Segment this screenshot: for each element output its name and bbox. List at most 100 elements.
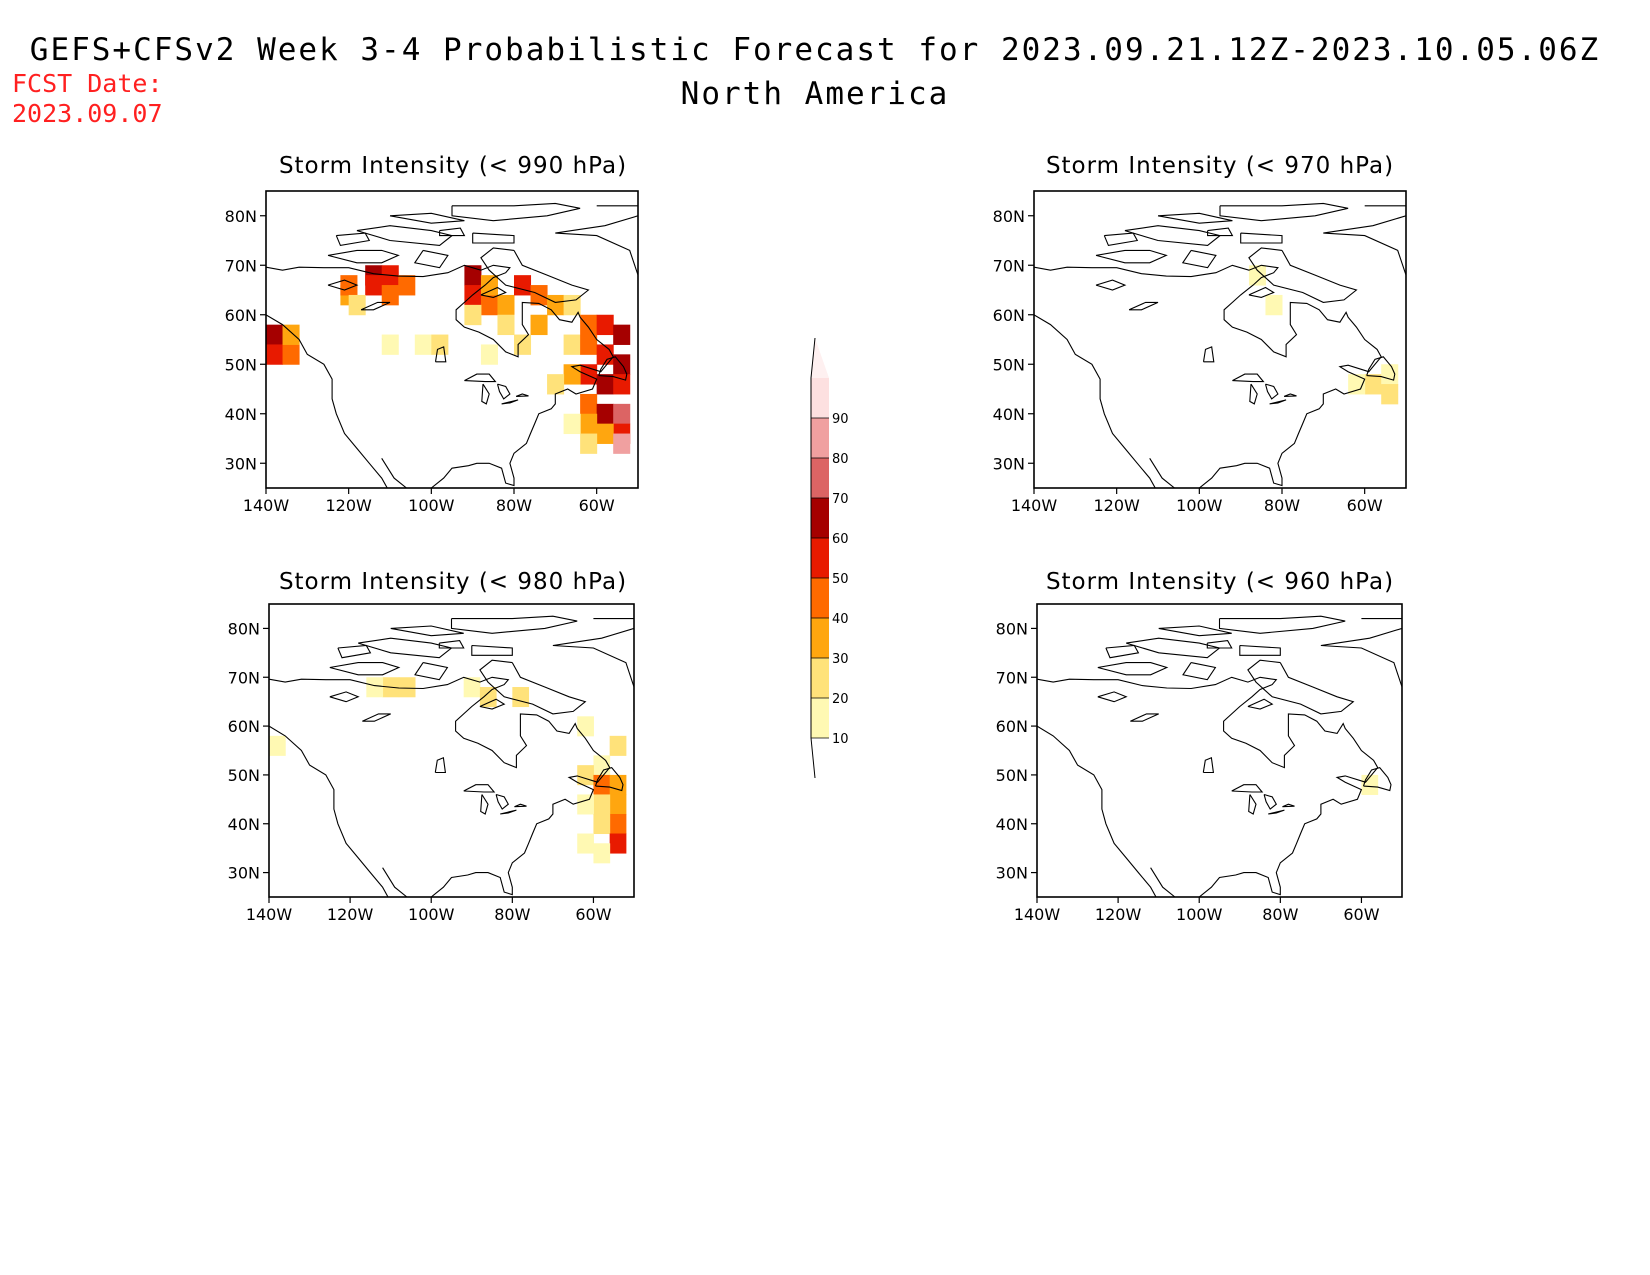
coastline: [1037, 676, 1379, 897]
probability-cell: [580, 433, 598, 454]
probability-cell: [580, 413, 598, 435]
coastline: [1124, 225, 1222, 246]
probability-cell: [514, 275, 532, 296]
coastline: [439, 227, 466, 237]
probability-cell: [340, 275, 358, 296]
coastline: [1264, 383, 1279, 400]
probability-cell: [266, 324, 284, 345]
probability-cell: [1381, 384, 1399, 405]
coastline: [266, 314, 388, 488]
figure-subtitle: North America: [681, 76, 950, 112]
coastline: [501, 399, 519, 405]
coastline: [471, 644, 513, 656]
coastline: [1240, 232, 1283, 244]
panel-title-970: Storm Intensity (< 970 hPa): [1046, 153, 1394, 179]
coastline: [515, 393, 529, 397]
x-tick-label: 140W: [246, 905, 293, 924]
coastline: [1202, 757, 1215, 774]
probability-cell: [497, 314, 515, 336]
probability-cell: [431, 334, 449, 355]
colorbar-cap: [811, 338, 829, 378]
colorbar-swatch: [811, 538, 829, 578]
probability-cell: [1381, 364, 1399, 385]
probability-cell: [596, 423, 614, 444]
probability-cell: [613, 324, 631, 345]
coastline: [337, 644, 372, 659]
coastlines: [1034, 202, 1406, 488]
coastline: [464, 373, 497, 383]
x-tick-label: 100W: [408, 905, 455, 924]
coastline: [438, 640, 465, 649]
probability-cells: [266, 265, 631, 454]
colorbar-swatch: [811, 498, 829, 538]
coastline: [434, 346, 447, 363]
x-tick-label: 60W: [579, 496, 615, 515]
probability-cell: [348, 294, 366, 316]
probability-cell: [593, 813, 611, 835]
coastline: [1105, 644, 1140, 659]
y-tick-label: 30N: [996, 864, 1028, 883]
coastline: [327, 249, 400, 264]
coastline: [358, 637, 453, 659]
y-tick-label: 40N: [225, 405, 257, 424]
x-tick-label: 120W: [327, 905, 374, 924]
coastline: [1207, 227, 1234, 237]
map-panel-1: 80N 70N 60N 50N 40N 30N 140W 120W 100W 80W 60W: [993, 190, 1407, 515]
probability-cell: [609, 735, 627, 756]
y-tick-label: 30N: [225, 454, 257, 473]
panel-title-960: Storm Intensity (< 960 hPa): [1046, 569, 1394, 595]
probability-cell: [480, 344, 498, 365]
coastline: [496, 383, 511, 400]
coastline: [598, 356, 628, 381]
coastline: [1248, 794, 1257, 815]
coastline: [1095, 279, 1127, 291]
coastline: [1128, 301, 1159, 311]
coastline: [480, 247, 590, 303]
y-tick-label: 80N: [993, 207, 1025, 226]
probability-cell: [282, 344, 300, 365]
y-tick-label: 60N: [228, 717, 260, 736]
y-tick-label: 40N: [993, 405, 1025, 424]
probability-cell: [365, 275, 383, 296]
x-tick-label: 80W: [1264, 496, 1300, 515]
colorbar: 10 20 30 40 50 60 70 80 90: [810, 337, 849, 779]
probability-cell: [479, 687, 497, 708]
probability-cell: [580, 314, 598, 336]
y-tick-label: 30N: [993, 454, 1025, 473]
x-tick-label: 120W: [325, 496, 372, 515]
coastline: [329, 691, 360, 703]
coastline: [1097, 691, 1128, 703]
colorbar-cap: [811, 738, 829, 778]
coastline: [1268, 809, 1285, 815]
colorbar-label: 90: [832, 412, 849, 427]
y-tick-label: 60N: [993, 306, 1025, 325]
probability-cell: [480, 275, 498, 296]
map-panel-0: 80N 70N 60N 50N 40N 30N 140W 120W 100W 80W 60W: [225, 190, 639, 515]
y-tick-label: 40N: [996, 815, 1028, 834]
colorbar-outline: [810, 337, 816, 779]
map-panel-2: 80N 70N 60N 50N 40N 30N 140W 120W 100W 80W 60W: [228, 603, 635, 924]
coastline: [1219, 202, 1349, 222]
colorbar-swatch: [811, 418, 829, 458]
probability-cell: [381, 334, 399, 355]
y-tick-label: 70N: [996, 668, 1028, 687]
coastline: [1157, 212, 1233, 224]
panel-title-990: Storm Intensity (< 990 hPa): [279, 153, 627, 179]
colorbar-swatch: [811, 458, 829, 498]
colorbar-swatch: [811, 618, 829, 658]
colorbar-label: 20: [832, 692, 849, 707]
x-tick-label: 80W: [494, 905, 530, 924]
coastline: [1182, 662, 1217, 681]
y-tick-label: 60N: [996, 717, 1028, 736]
fcst-date-label: FCST Date:: [12, 69, 163, 98]
probability-cell: [547, 294, 565, 316]
coastline: [1095, 249, 1168, 264]
coastline: [1247, 698, 1274, 710]
coastline: [356, 225, 454, 246]
coastline: [480, 286, 507, 298]
coastline: [479, 698, 506, 710]
colorbar-label: 40: [832, 612, 849, 627]
figure-title: GEFS+CFSv2 Week 3-4 Probabilistic Foreca…: [30, 32, 1600, 68]
y-tick-label: 80N: [996, 619, 1028, 638]
y-tick-label: 30N: [228, 864, 260, 883]
